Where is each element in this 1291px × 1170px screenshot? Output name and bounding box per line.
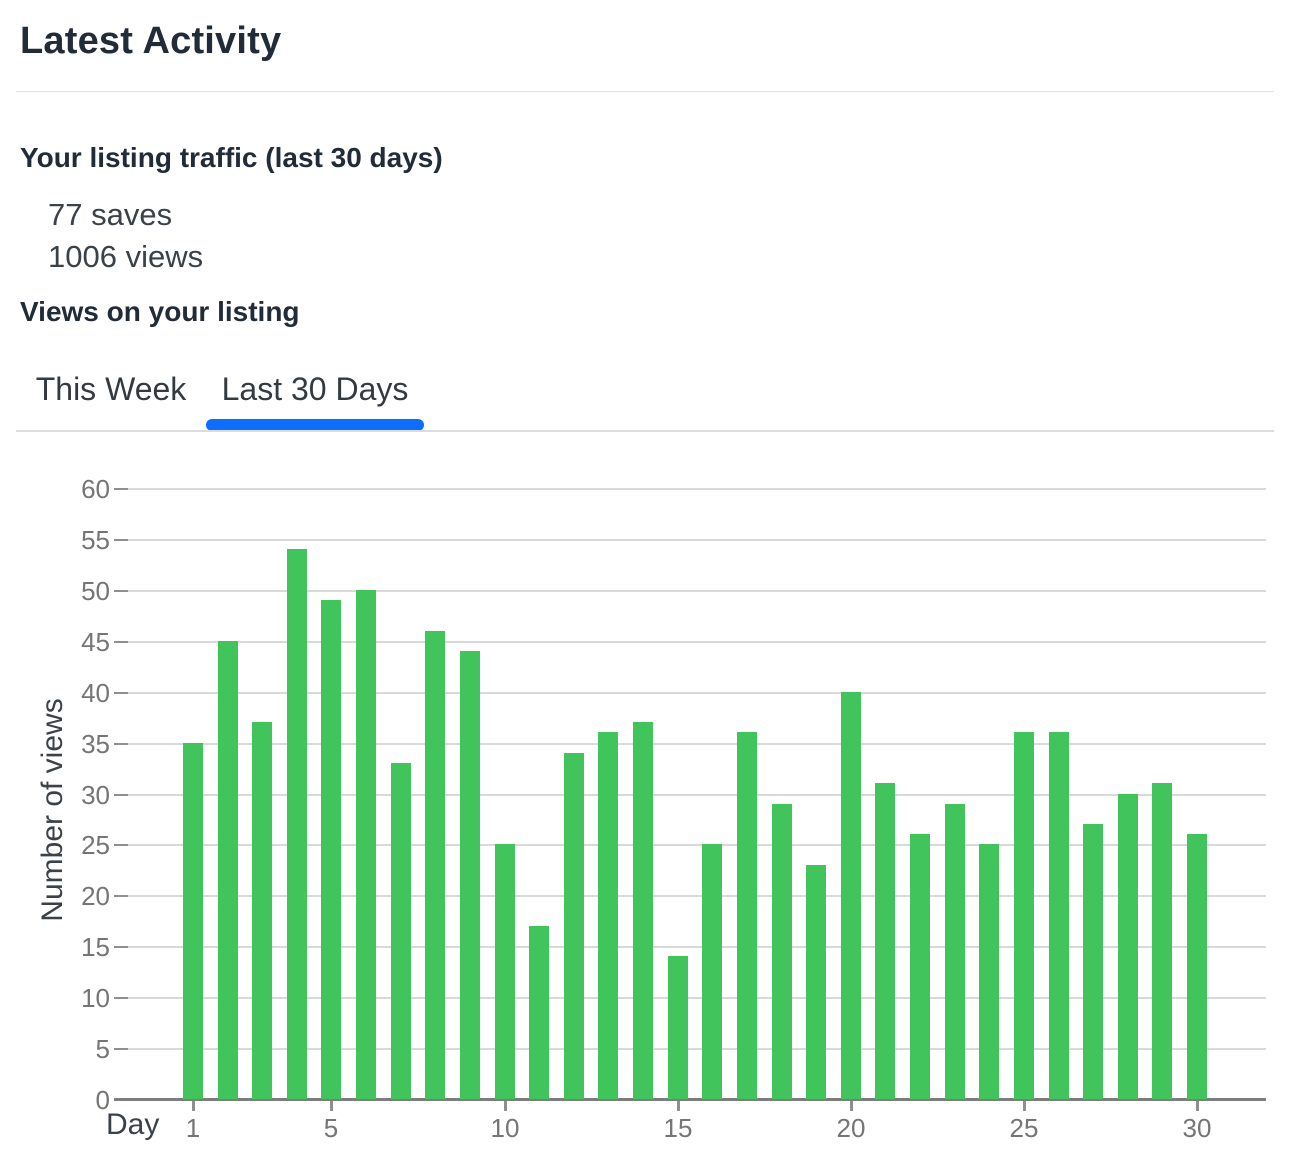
y-tick-20	[114, 895, 128, 897]
y-tick-label-35: 35	[81, 729, 110, 759]
bar-day-22[interactable]	[910, 834, 930, 1099]
bar-day-21[interactable]	[875, 783, 895, 1099]
views-bar-chart: Number of views Day 0 5 10 15 20 25 30 35 40 45 50…	[0, 440, 1291, 1170]
x-tick-25	[1023, 1101, 1026, 1111]
y-tick-label-30: 30	[81, 780, 110, 810]
gridline-y-5	[128, 1048, 1266, 1050]
bar-day-17[interactable]	[737, 732, 757, 1099]
gridline-y-50	[128, 590, 1266, 592]
bar-day-26[interactable]	[1049, 732, 1069, 1099]
y-tick-50	[114, 590, 128, 592]
bar-day-19[interactable]	[806, 865, 826, 1099]
tabs-divider	[16, 430, 1274, 432]
bar-day-12[interactable]	[564, 753, 584, 1099]
gridline-y-30	[128, 794, 1266, 796]
tab-last-30-days-label: Last 30 Days	[221, 370, 409, 407]
bar-day-6[interactable]	[356, 590, 376, 1099]
gridline-y-10	[128, 997, 1266, 999]
bar-day-14[interactable]	[633, 722, 653, 1099]
tab-this-week[interactable]: This Week	[16, 360, 206, 418]
x-tick-label-25: 25	[1009, 1113, 1039, 1143]
header-divider	[16, 91, 1274, 92]
x-axis-line	[114, 1098, 1266, 1101]
bar-day-23[interactable]	[945, 804, 965, 1099]
x-tick-1	[192, 1101, 195, 1111]
active-tab-indicator	[206, 419, 424, 431]
page-title: Latest Activity	[20, 20, 282, 62]
y-tick-15	[114, 946, 128, 948]
y-tick-60	[114, 488, 128, 490]
x-tick-label-10: 10	[490, 1113, 520, 1143]
bar-day-13[interactable]	[598, 732, 618, 1099]
bar-day-15[interactable]	[668, 956, 688, 1099]
y-tick-35	[114, 743, 128, 745]
gridline-y-20	[128, 895, 1266, 897]
y-tick-label-20: 20	[81, 881, 110, 911]
y-tick-label-40: 40	[81, 678, 110, 708]
bar-day-16[interactable]	[702, 844, 722, 1099]
x-tick-30	[1196, 1101, 1199, 1111]
y-tick-25	[114, 844, 128, 846]
y-tick-label-0: 0	[95, 1085, 110, 1115]
gridline-y-40	[128, 692, 1266, 694]
bar-day-27[interactable]	[1083, 824, 1103, 1099]
bar-day-7[interactable]	[391, 763, 411, 1099]
y-tick-10	[114, 997, 128, 999]
x-tick-10	[504, 1101, 507, 1111]
bar-day-9[interactable]	[460, 651, 480, 1099]
y-tick-45	[114, 641, 128, 643]
bar-day-2[interactable]	[218, 641, 238, 1099]
x-tick-20	[850, 1101, 853, 1111]
bar-day-1[interactable]	[183, 743, 203, 1099]
views-count: 1006 views	[48, 239, 204, 274]
bar-day-29[interactable]	[1152, 783, 1172, 1099]
gridline-y-15	[128, 946, 1266, 948]
x-tick-label-20: 20	[836, 1113, 866, 1143]
gridline-y-25	[128, 844, 1266, 846]
saves-count: 77 saves	[48, 197, 173, 232]
traffic-heading: Your listing traffic (last 30 days)	[20, 142, 443, 173]
x-tick-label-15: 15	[663, 1113, 693, 1143]
y-tick-label-45: 45	[81, 627, 110, 657]
x-tick-label-30: 30	[1182, 1113, 1212, 1143]
y-tick-40	[114, 692, 128, 694]
bar-day-28[interactable]	[1118, 794, 1138, 1099]
bar-day-4[interactable]	[287, 549, 307, 1099]
y-tick-5	[114, 1048, 128, 1050]
y-tick-55	[114, 539, 128, 541]
views-heading: Views on your listing	[20, 296, 300, 327]
x-tick-15	[677, 1101, 680, 1111]
gridline-y-60	[128, 488, 1266, 490]
bar-day-20[interactable]	[841, 692, 861, 1099]
gridline-y-35	[128, 743, 1266, 745]
x-axis-title: Day	[106, 1108, 160, 1141]
tab-last-30-days[interactable]: Last 30 Days	[206, 360, 424, 418]
tab-this-week-label: This Week	[35, 370, 187, 407]
y-tick-label-15: 15	[81, 932, 110, 962]
bar-day-24[interactable]	[979, 844, 999, 1099]
bar-day-30[interactable]	[1187, 834, 1207, 1099]
gridline-y-45	[128, 641, 1266, 643]
x-tick-label-5: 5	[323, 1113, 339, 1143]
bar-day-18[interactable]	[772, 804, 792, 1099]
bar-day-3[interactable]	[252, 722, 272, 1099]
y-tick-30	[114, 794, 128, 796]
bar-day-25[interactable]	[1014, 732, 1034, 1099]
y-tick-label-55: 55	[81, 525, 110, 555]
y-tick-label-5: 5	[95, 1034, 110, 1064]
y-tick-label-60: 60	[81, 474, 110, 504]
x-tick-label-1: 1	[185, 1113, 201, 1143]
bar-day-8[interactable]	[425, 631, 445, 1099]
y-tick-label-10: 10	[81, 983, 110, 1013]
y-tick-label-25: 25	[81, 830, 110, 860]
bar-day-11[interactable]	[529, 926, 549, 1099]
gridline-y-55	[128, 539, 1266, 541]
tab-bar: This Week Last 30 Days	[16, 360, 1274, 431]
bar-day-5[interactable]	[321, 600, 341, 1099]
x-tick-5	[330, 1101, 333, 1111]
bar-day-10[interactable]	[495, 844, 515, 1099]
y-tick-label-50: 50	[81, 576, 110, 606]
